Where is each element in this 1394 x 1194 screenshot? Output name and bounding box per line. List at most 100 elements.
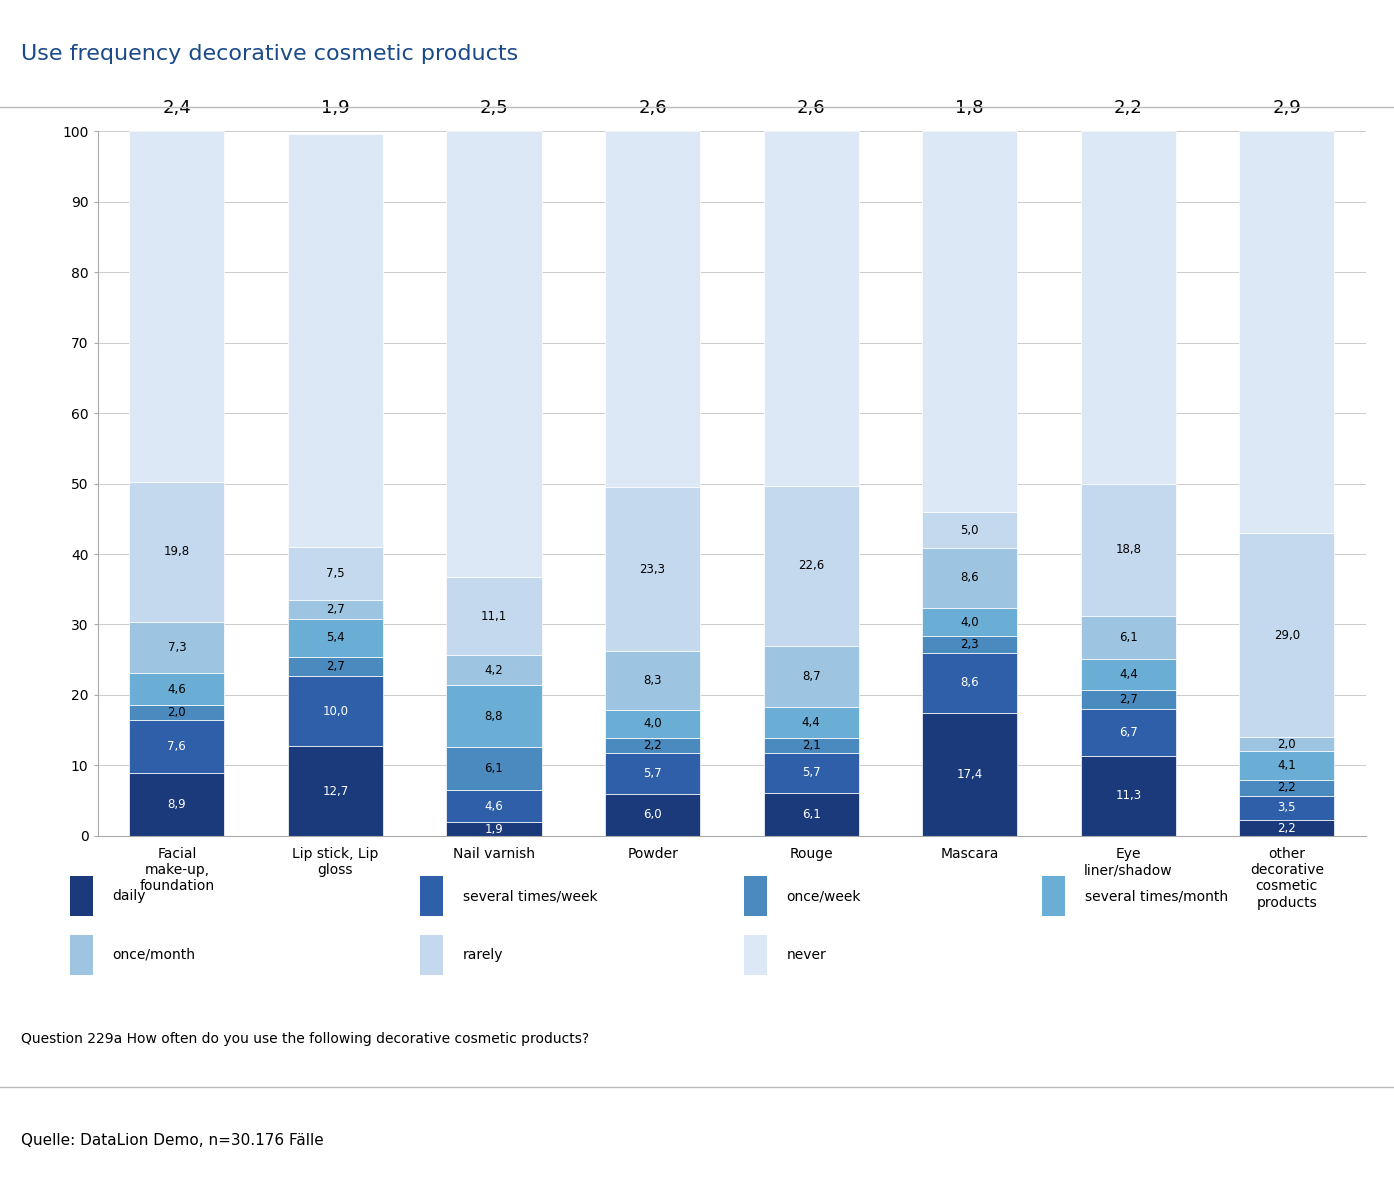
- Bar: [1080, 709, 1177, 756]
- Bar: [764, 738, 859, 752]
- Bar: [446, 577, 541, 656]
- Text: 4,6: 4,6: [485, 800, 503, 813]
- Bar: [923, 131, 1018, 512]
- Text: 2,2: 2,2: [1114, 99, 1143, 117]
- Bar: [289, 599, 383, 618]
- Text: never: never: [786, 948, 827, 962]
- Text: several times/month: several times/month: [1085, 890, 1228, 903]
- Text: 23,3: 23,3: [640, 562, 665, 576]
- Text: once/week: once/week: [786, 890, 861, 903]
- Bar: [764, 486, 859, 646]
- Text: 2,1: 2,1: [802, 739, 821, 752]
- Text: 4,0: 4,0: [643, 718, 662, 731]
- FancyBboxPatch shape: [70, 876, 93, 916]
- Text: 8,6: 8,6: [960, 572, 979, 585]
- Text: 7,5: 7,5: [326, 567, 344, 580]
- Bar: [923, 636, 1018, 653]
- Bar: [764, 707, 859, 738]
- Bar: [289, 676, 383, 746]
- Text: rarely: rarely: [463, 948, 503, 962]
- FancyBboxPatch shape: [420, 935, 443, 975]
- Bar: [289, 746, 383, 836]
- FancyBboxPatch shape: [1043, 876, 1065, 916]
- Text: 5,4: 5,4: [326, 632, 344, 645]
- Text: 8,3: 8,3: [643, 673, 662, 687]
- FancyBboxPatch shape: [744, 876, 767, 916]
- Text: 2,7: 2,7: [326, 660, 344, 673]
- Text: 29,0: 29,0: [1274, 628, 1299, 641]
- Bar: [1239, 533, 1334, 737]
- Bar: [605, 753, 700, 794]
- Bar: [764, 752, 859, 793]
- Bar: [923, 653, 1018, 713]
- Text: Question 229a How often do you use the following decorative cosmetic products?: Question 229a How often do you use the f…: [21, 1032, 590, 1046]
- Text: 7,6: 7,6: [167, 740, 187, 753]
- Text: 3,5: 3,5: [1277, 801, 1296, 814]
- Text: 2,7: 2,7: [1119, 693, 1138, 706]
- Text: 6,1: 6,1: [1119, 630, 1138, 644]
- Bar: [289, 134, 383, 547]
- Text: 2,5: 2,5: [480, 99, 509, 117]
- Bar: [446, 790, 541, 823]
- Bar: [923, 713, 1018, 836]
- Bar: [605, 738, 700, 753]
- Text: 2,7: 2,7: [326, 603, 344, 616]
- Bar: [1239, 751, 1334, 780]
- Text: 4,2: 4,2: [485, 664, 503, 677]
- Text: 8,7: 8,7: [802, 670, 821, 683]
- Text: 6,0: 6,0: [643, 808, 662, 821]
- Text: 7,3: 7,3: [167, 641, 187, 654]
- Text: 10,0: 10,0: [322, 704, 348, 718]
- Bar: [1239, 131, 1334, 533]
- Text: 2,4: 2,4: [163, 99, 191, 117]
- Text: 5,7: 5,7: [802, 767, 821, 780]
- Bar: [1239, 780, 1334, 795]
- Text: 5,7: 5,7: [643, 767, 662, 780]
- Text: 2,0: 2,0: [167, 706, 187, 719]
- Bar: [130, 720, 224, 773]
- Bar: [289, 547, 383, 599]
- Text: 6,1: 6,1: [485, 762, 503, 775]
- Bar: [446, 685, 541, 747]
- Bar: [923, 548, 1018, 608]
- Text: 19,8: 19,8: [164, 546, 190, 559]
- Text: 2,2: 2,2: [1277, 821, 1296, 835]
- Text: 2,6: 2,6: [797, 99, 825, 117]
- Bar: [1239, 820, 1334, 836]
- Bar: [446, 747, 541, 790]
- FancyBboxPatch shape: [744, 935, 767, 975]
- Text: several times/week: several times/week: [463, 890, 597, 903]
- Text: 11,1: 11,1: [481, 610, 507, 623]
- FancyBboxPatch shape: [420, 876, 443, 916]
- Bar: [764, 793, 859, 836]
- Bar: [1239, 795, 1334, 820]
- Bar: [605, 487, 700, 651]
- Text: 8,9: 8,9: [167, 798, 187, 811]
- Text: 1,8: 1,8: [955, 99, 984, 117]
- Text: 2,2: 2,2: [1277, 781, 1296, 794]
- Text: 4,1: 4,1: [1277, 759, 1296, 773]
- FancyBboxPatch shape: [70, 935, 93, 975]
- Bar: [605, 794, 700, 836]
- Text: 4,4: 4,4: [802, 716, 821, 728]
- Bar: [923, 608, 1018, 636]
- Text: 4,4: 4,4: [1119, 667, 1138, 681]
- Bar: [1080, 131, 1177, 484]
- Text: once/month: once/month: [113, 948, 195, 962]
- Text: 6,1: 6,1: [802, 808, 821, 820]
- Bar: [446, 656, 541, 685]
- Bar: [289, 618, 383, 657]
- Text: daily: daily: [113, 890, 146, 903]
- Bar: [605, 709, 700, 738]
- Text: 5,0: 5,0: [960, 523, 979, 536]
- Bar: [446, 131, 541, 577]
- Bar: [764, 646, 859, 707]
- Bar: [130, 673, 224, 706]
- Bar: [446, 823, 541, 836]
- Text: Use frequency decorative cosmetic products: Use frequency decorative cosmetic produc…: [21, 44, 519, 63]
- Text: 2,6: 2,6: [638, 99, 666, 117]
- Text: 2,0: 2,0: [1277, 738, 1296, 751]
- Bar: [605, 131, 700, 487]
- Bar: [1239, 737, 1334, 751]
- Text: 2,2: 2,2: [643, 739, 662, 752]
